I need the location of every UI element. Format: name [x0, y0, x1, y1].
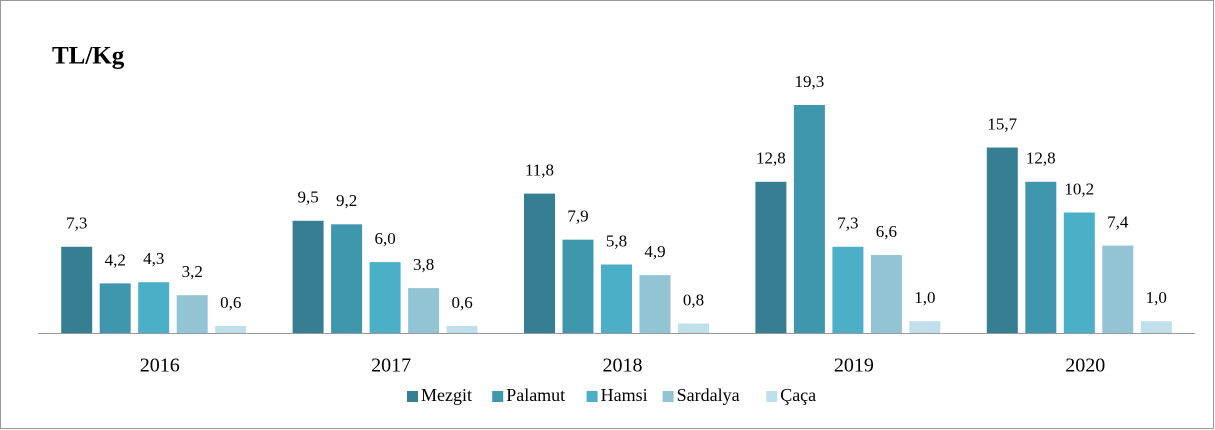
- bar: [369, 262, 401, 333]
- bar: [292, 220, 324, 333]
- x-tick-label: 2019: [834, 355, 874, 377]
- value-label: 1,0: [914, 288, 935, 307]
- legend-swatch: [662, 391, 674, 402]
- value-label: 0,6: [220, 293, 241, 312]
- legend-swatch: [492, 391, 504, 402]
- value-label: 4,2: [105, 250, 126, 269]
- value-label: 7,3: [837, 214, 858, 233]
- bar: [138, 282, 170, 333]
- chart-title: TL/Kg: [52, 43, 125, 70]
- value-label: 0,8: [683, 290, 704, 309]
- value-label: 15,7: [987, 114, 1017, 133]
- legend-swatch: [586, 391, 598, 402]
- bar: [639, 275, 671, 333]
- value-label: 0,6: [451, 293, 472, 312]
- bar: [446, 325, 478, 333]
- legend-label: Sardalya: [677, 385, 740, 405]
- value-label: 9,2: [336, 191, 357, 210]
- bar: [562, 239, 594, 333]
- bar: [1102, 245, 1134, 333]
- legend-label: Çaça: [780, 385, 816, 405]
- legend-label: Mezgit: [421, 385, 472, 405]
- bar: [215, 325, 247, 333]
- bar: [1140, 321, 1172, 333]
- x-tick-label: 2016: [140, 355, 180, 377]
- bar: [793, 105, 825, 333]
- value-label: 4,3: [143, 249, 164, 268]
- value-label: 1,0: [1146, 288, 1167, 307]
- value-label: 5,8: [606, 231, 627, 250]
- bar: [601, 264, 632, 333]
- bar: [986, 147, 1018, 333]
- legend-label: Palamut: [506, 385, 565, 405]
- bar: [909, 321, 941, 333]
- value-label: 6,0: [374, 229, 395, 248]
- legend-swatch: [766, 391, 778, 402]
- legend-label: Hamsi: [601, 385, 648, 405]
- bar: [1025, 181, 1057, 333]
- value-label: 9,5: [297, 188, 318, 207]
- x-tick-label: 2017: [371, 355, 411, 377]
- bar: [870, 255, 902, 333]
- value-label: 12,8: [756, 149, 786, 168]
- legend-swatch: [407, 391, 418, 402]
- value-label: 7,4: [1107, 212, 1129, 231]
- bar: [832, 246, 864, 333]
- value-label: 7,3: [66, 214, 87, 233]
- bar: [524, 193, 555, 333]
- bar: [176, 295, 208, 333]
- bar: [1063, 212, 1095, 333]
- value-label: 6,6: [876, 222, 897, 241]
- bar: [678, 323, 709, 333]
- value-label: 12,8: [1026, 149, 1056, 168]
- value-label: 7,9: [567, 207, 588, 226]
- bar: [331, 224, 363, 333]
- x-tick-label: 2018: [603, 355, 643, 377]
- bar: [755, 181, 787, 333]
- bar: [61, 246, 93, 333]
- value-label: 11,8: [525, 161, 554, 180]
- x-tick-label: 2020: [1065, 355, 1105, 377]
- value-label: 10,2: [1064, 179, 1094, 198]
- value-label: 3,8: [413, 255, 434, 274]
- value-label: 4,9: [644, 242, 665, 261]
- bar: [99, 283, 131, 333]
- value-label: 19,3: [795, 72, 825, 91]
- value-label: 3,2: [182, 262, 203, 281]
- bar: [408, 288, 440, 333]
